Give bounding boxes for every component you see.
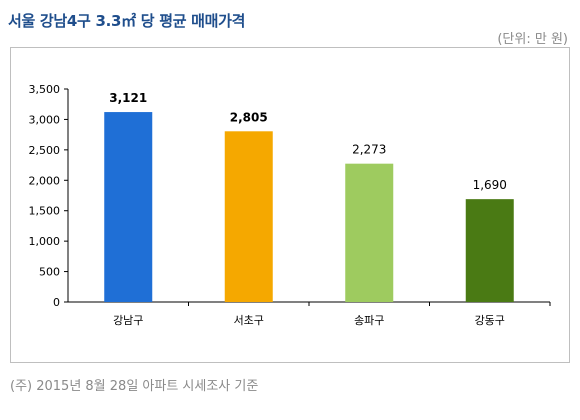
data-label: 3,121: [109, 91, 147, 105]
y-tick-label: 3,500: [29, 83, 61, 96]
y-tick-label: 0: [53, 296, 60, 309]
y-tick-label: 1,500: [29, 205, 61, 218]
bar-3: [345, 163, 394, 302]
bar-4: [465, 199, 514, 302]
data-label: 2,273: [352, 143, 386, 157]
x-category-label: 송파구: [354, 314, 384, 327]
x-category-label: 강동구: [475, 314, 505, 327]
chart-title: 서울 강남4구 3.3㎡ 당 평균 매매가격: [8, 12, 246, 30]
y-tick-label: 1,000: [29, 235, 61, 248]
data-label: 1,690: [473, 178, 507, 192]
y-tick-label: 3,000: [29, 113, 61, 126]
bar-1: [104, 112, 153, 303]
x-category-label: 강남구: [113, 314, 143, 327]
bar-2: [224, 131, 273, 302]
y-tick-label: 500: [39, 266, 60, 279]
x-category-label: 서초구: [234, 314, 264, 327]
data-label: 2,805: [230, 110, 268, 124]
unit-note: (단위: 만 원): [497, 32, 568, 47]
source-note: (주) 2015년 8월 28일 아파트 시세조사 기준: [10, 379, 259, 394]
y-tick-label: 2,500: [29, 144, 61, 157]
y-tick-label: 2,000: [29, 174, 61, 187]
